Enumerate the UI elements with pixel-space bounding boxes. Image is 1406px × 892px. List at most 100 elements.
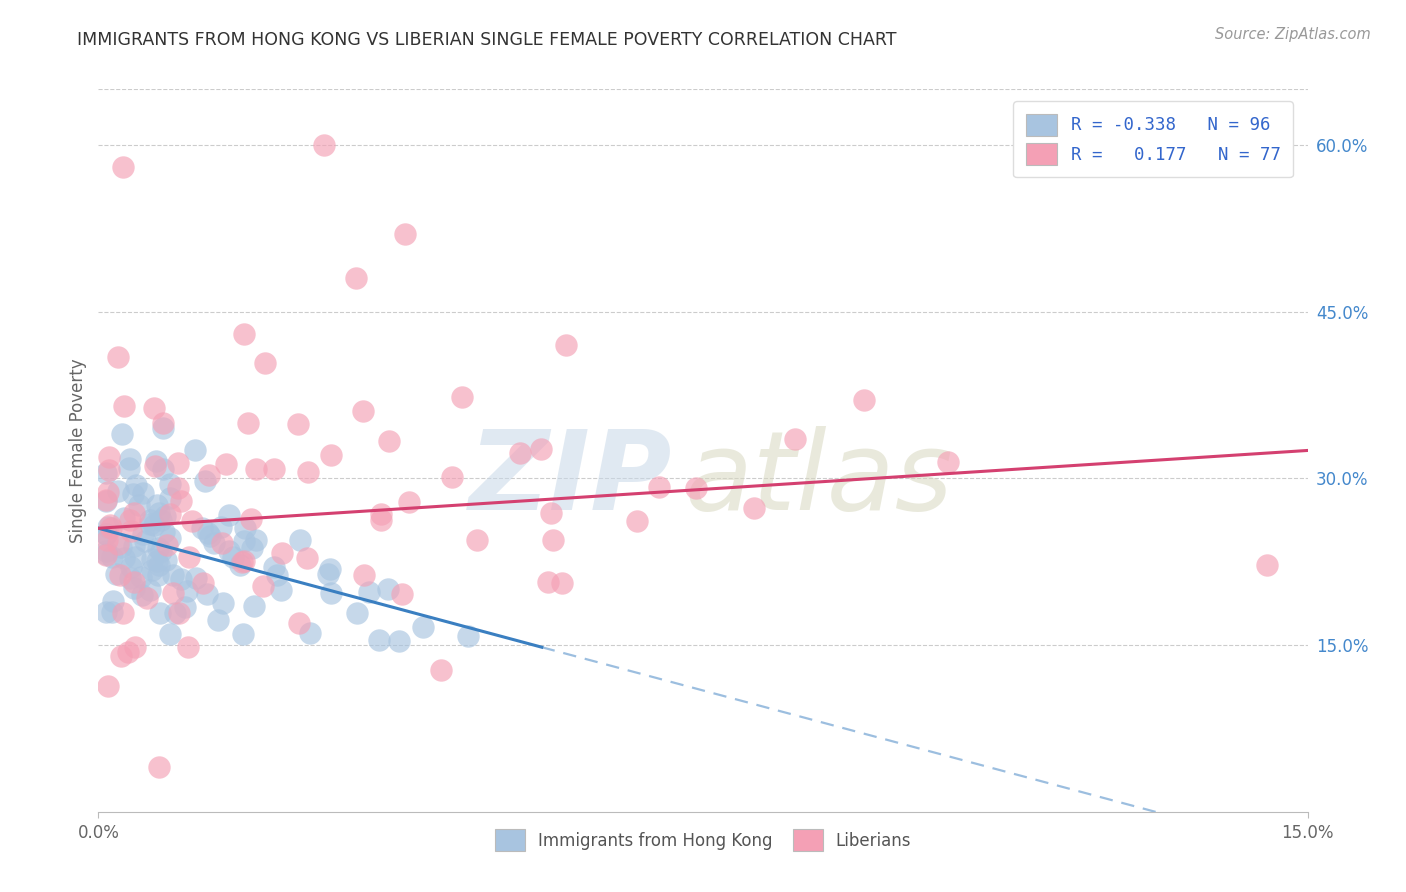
Point [550, 575, 572, 590]
Point [194, 474, 217, 488]
Point [368, 633, 391, 648]
Point [120, 524, 142, 538]
Point [96, 544, 118, 558]
Y-axis label: Single Female Poverty: Single Female Poverty [69, 359, 87, 542]
Point [117, 645, 139, 659]
Point [685, 482, 707, 496]
Point [176, 583, 198, 598]
Point [174, 599, 197, 614]
Point [132, 527, 155, 541]
Point [96, 533, 118, 547]
Point [555, 338, 578, 352]
Point [96, 466, 118, 480]
Point [319, 562, 342, 576]
Point [159, 477, 181, 491]
Point [465, 533, 488, 548]
Point [141, 563, 163, 577]
Point [110, 540, 132, 554]
Point [191, 575, 214, 590]
Point [96, 494, 118, 508]
Point [509, 446, 531, 460]
Point [128, 499, 150, 513]
Text: atlas: atlas [685, 425, 953, 533]
Point [263, 560, 285, 574]
Point [143, 401, 166, 416]
Point [451, 390, 474, 404]
Point [295, 551, 318, 566]
Point [388, 633, 411, 648]
Point [101, 594, 124, 608]
Point [853, 393, 876, 408]
Point [321, 448, 343, 462]
Point [742, 501, 765, 516]
Point [218, 508, 240, 522]
Point [112, 551, 135, 566]
Point [143, 517, 166, 532]
Point [167, 481, 190, 495]
Point [543, 533, 565, 547]
Point [243, 599, 266, 614]
Point [197, 526, 219, 541]
Point [429, 664, 451, 678]
Point [98, 450, 121, 464]
Point [122, 575, 145, 590]
Point [96, 605, 118, 619]
Point [626, 515, 648, 529]
Point [111, 160, 134, 174]
Point [107, 483, 129, 498]
Point [139, 583, 162, 598]
Point [287, 417, 309, 431]
Point [253, 356, 276, 370]
Point [177, 640, 200, 654]
Text: Source: ZipAtlas.com: Source: ZipAtlas.com [1215, 27, 1371, 42]
Point [101, 550, 124, 565]
Point [97, 484, 120, 499]
Point [167, 606, 190, 620]
Point [648, 480, 671, 494]
Point [229, 558, 252, 573]
Point [195, 586, 218, 600]
Point [96, 526, 118, 541]
Point [536, 574, 558, 589]
Point [936, 455, 959, 469]
Point [394, 227, 416, 241]
Point [211, 536, 233, 550]
Point [146, 541, 169, 555]
Point [152, 462, 174, 476]
Point [96, 492, 118, 507]
Point [97, 679, 120, 693]
Point [118, 572, 141, 586]
Point [143, 459, 166, 474]
Point [184, 443, 207, 458]
Point [232, 554, 254, 568]
Point [297, 465, 319, 479]
Point [530, 442, 553, 456]
Point [319, 586, 342, 600]
Point [221, 550, 243, 565]
Point [298, 625, 321, 640]
Point [148, 507, 170, 521]
Point [252, 579, 274, 593]
Point [232, 326, 254, 341]
Point [236, 416, 259, 430]
Point [139, 516, 162, 531]
Point [150, 513, 173, 527]
Point [145, 554, 167, 568]
Point [377, 434, 399, 448]
Point [108, 567, 131, 582]
Point [120, 560, 142, 574]
Point [148, 558, 170, 572]
Legend: Immigrants from Hong Kong, Liberians: Immigrants from Hong Kong, Liberians [488, 822, 918, 857]
Point [97, 520, 120, 534]
Point [131, 588, 153, 602]
Point [96, 547, 118, 561]
Point [346, 606, 368, 620]
Point [231, 555, 253, 569]
Point [96, 527, 118, 541]
Point [177, 550, 200, 565]
Point [232, 626, 254, 640]
Point [540, 506, 562, 520]
Point [162, 585, 184, 599]
Point [240, 541, 263, 556]
Point [370, 513, 392, 527]
